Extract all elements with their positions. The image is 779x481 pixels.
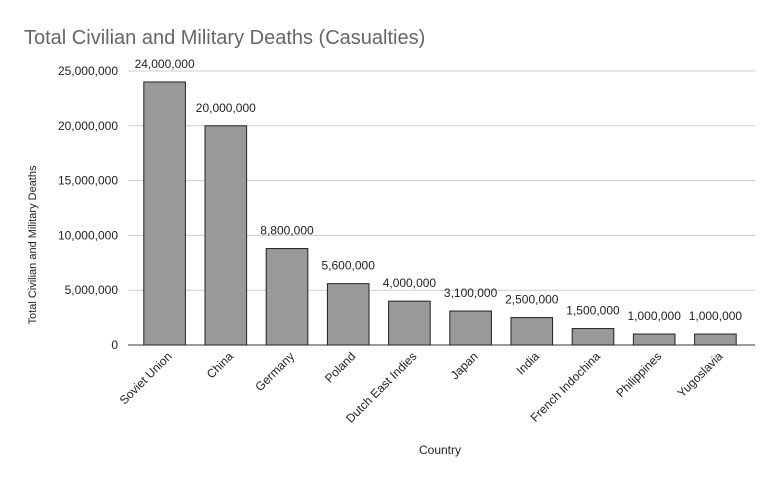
- x-axis-title: Country: [419, 443, 461, 457]
- bar: [204, 125, 248, 346]
- bar: [632, 333, 676, 346]
- x-tick-label: Yugoslavia: [675, 349, 726, 400]
- x-tick-label: China: [204, 349, 236, 381]
- value-label: 24,000,000: [135, 57, 195, 71]
- value-label: 8,800,000: [260, 224, 314, 238]
- value-label: 2,500,000: [505, 293, 559, 307]
- value-label: 3,100,000: [444, 286, 498, 300]
- bar: [694, 333, 737, 346]
- chart-title: Total Civilian and Military Deaths (Casu…: [24, 27, 425, 49]
- x-tick-label: Japan: [448, 349, 481, 382]
- bar: [571, 328, 615, 346]
- x-tick-label: Philippines: [613, 349, 664, 400]
- bar: [143, 81, 186, 346]
- bar: [510, 317, 554, 346]
- y-tick-label: 0: [111, 338, 118, 352]
- value-label: 1,500,000: [566, 304, 620, 318]
- x-tick-label: Poland: [322, 349, 358, 385]
- value-label: 5,600,000: [322, 259, 376, 273]
- bar: [449, 310, 492, 346]
- y-axis-title: Total Civilian and Military Deaths: [27, 165, 39, 324]
- y-tick-label: 25,000,000: [58, 64, 118, 78]
- value-label: 1,000,000: [628, 309, 682, 323]
- bar: [265, 248, 309, 346]
- bar: [326, 283, 370, 346]
- value-label: 4,000,000: [383, 276, 437, 290]
- value-label: 1,000,000: [689, 309, 743, 323]
- x-tick-label: India: [514, 349, 543, 378]
- x-tick-label: Germany: [252, 349, 297, 394]
- y-tick-label: 5,000,000: [65, 283, 119, 297]
- value-label: 20,000,000: [196, 101, 256, 115]
- bar: [388, 300, 431, 346]
- y-tick-label: 20,000,000: [58, 119, 118, 133]
- y-tick-label: 15,000,000: [58, 174, 118, 188]
- x-tick-label: Soviet Union: [117, 349, 175, 407]
- y-tick-label: 10,000,000: [58, 228, 118, 242]
